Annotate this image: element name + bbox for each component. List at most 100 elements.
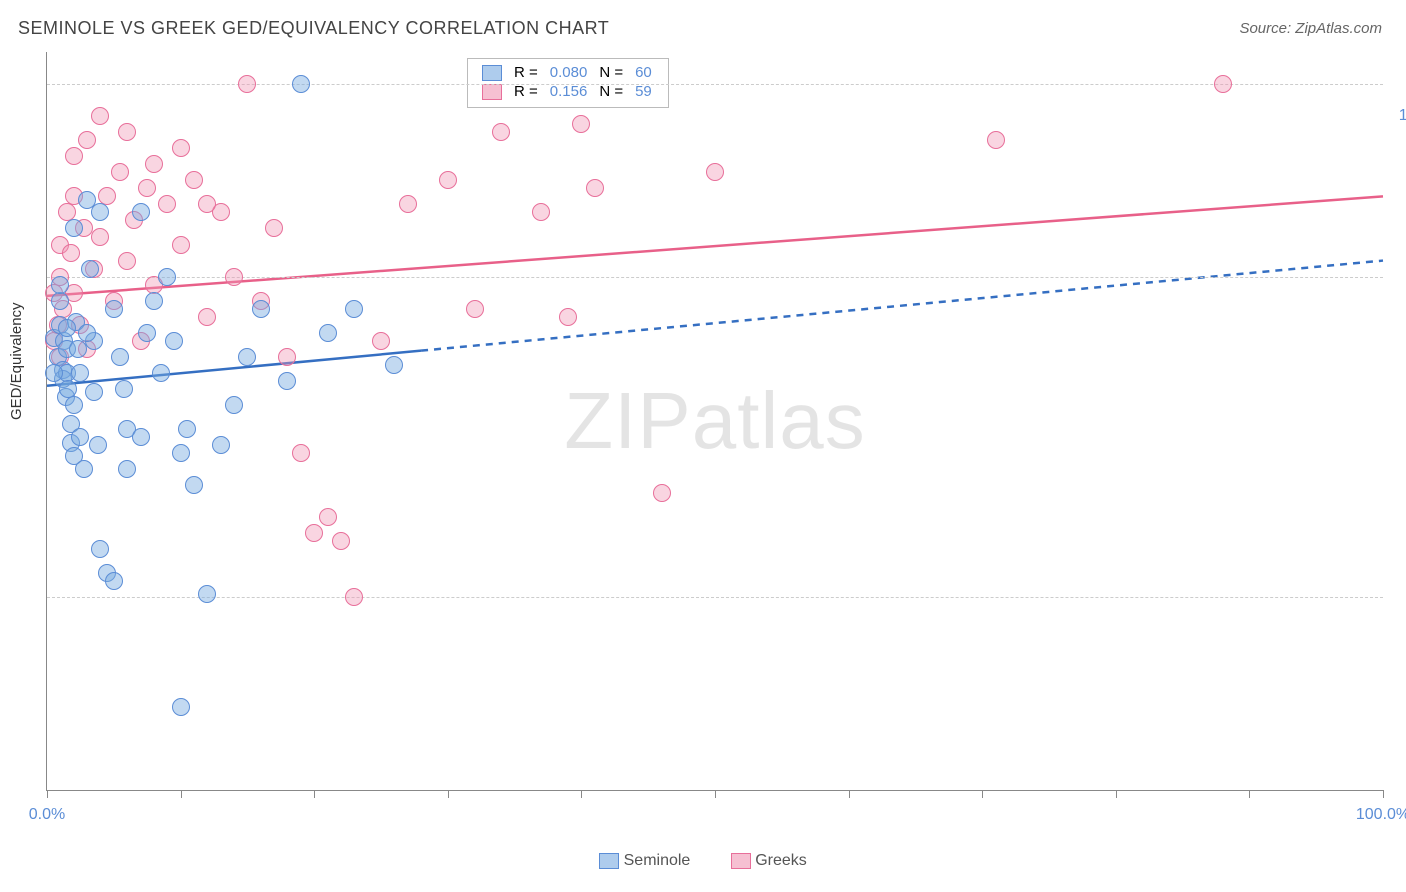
y-axis-label: GED/Equivalency — [8, 302, 25, 420]
data-point-greeks — [653, 484, 671, 502]
data-point-greeks — [586, 179, 604, 197]
data-point-greeks — [332, 532, 350, 550]
data-point-greeks — [172, 139, 190, 157]
swatch-blue-icon — [599, 853, 619, 869]
data-point-greeks — [138, 179, 156, 197]
data-point-seminole — [81, 260, 99, 278]
data-point-seminole — [138, 324, 156, 342]
data-point-greeks — [158, 195, 176, 213]
data-point-seminole — [225, 396, 243, 414]
data-point-seminole — [45, 364, 63, 382]
data-point-seminole — [71, 364, 89, 382]
data-point-seminole — [292, 75, 310, 93]
data-point-greeks — [439, 171, 457, 189]
x-tick — [581, 790, 582, 798]
data-point-seminole — [172, 444, 190, 462]
x-tick — [849, 790, 850, 798]
data-point-seminole — [105, 300, 123, 318]
x-tick — [448, 790, 449, 798]
data-point-greeks — [198, 195, 216, 213]
data-point-seminole — [145, 292, 163, 310]
footer-legend: Seminole Greeks — [0, 852, 1406, 870]
swatch-pink-icon — [482, 84, 502, 100]
x-tick — [715, 790, 716, 798]
data-point-seminole — [111, 348, 129, 366]
n-value: 60 — [629, 63, 658, 82]
data-point-greeks — [185, 171, 203, 189]
data-point-greeks — [466, 300, 484, 318]
data-point-greeks — [118, 252, 136, 270]
legend-item-greeks: Greeks — [731, 852, 807, 869]
n-label: N = — [593, 63, 629, 82]
x-tick — [314, 790, 315, 798]
data-point-seminole — [385, 356, 403, 374]
data-point-seminole — [345, 300, 363, 318]
data-point-greeks — [399, 195, 417, 213]
data-point-greeks — [319, 508, 337, 526]
data-point-greeks — [91, 107, 109, 125]
data-point-greeks — [62, 244, 80, 262]
data-point-seminole — [71, 428, 89, 446]
x-tick — [47, 790, 48, 798]
data-point-greeks — [172, 236, 190, 254]
watermark-atlas: atlas — [692, 376, 866, 465]
plot-area: ZIPatlas R =0.080N =60R =0.156N =59 70.0… — [46, 52, 1383, 791]
data-point-greeks — [145, 155, 163, 173]
x-tick-label: 100.0% — [1356, 806, 1406, 824]
data-point-seminole — [118, 460, 136, 478]
x-tick — [181, 790, 182, 798]
data-point-greeks — [1214, 75, 1232, 93]
watermark-zip: ZIP — [564, 376, 691, 465]
data-point-greeks — [78, 131, 96, 149]
data-point-seminole — [198, 585, 216, 603]
legend-item-seminole: Seminole — [599, 852, 695, 869]
data-point-seminole — [85, 383, 103, 401]
data-point-greeks — [118, 123, 136, 141]
r-value: 0.080 — [544, 63, 594, 82]
data-point-seminole — [238, 348, 256, 366]
x-tick — [982, 790, 983, 798]
data-point-greeks — [572, 115, 590, 133]
data-point-greeks — [265, 219, 283, 237]
data-point-seminole — [89, 436, 107, 454]
y-tick-label: 80.0% — [1393, 428, 1406, 446]
data-point-greeks — [559, 308, 577, 326]
data-point-greeks — [91, 228, 109, 246]
data-point-greeks — [706, 163, 724, 181]
data-point-seminole — [105, 572, 123, 590]
data-point-seminole — [58, 319, 76, 337]
legend-label-greeks: Greeks — [755, 852, 807, 869]
data-point-seminole — [78, 324, 96, 342]
y-tick-label: 90.0% — [1393, 268, 1406, 286]
data-point-seminole — [51, 292, 69, 310]
swatch-pink-icon — [731, 853, 751, 869]
data-point-greeks — [111, 163, 129, 181]
data-point-greeks — [198, 308, 216, 326]
data-point-seminole — [51, 276, 69, 294]
r-label: R = — [508, 63, 544, 82]
x-tick — [1383, 790, 1384, 798]
x-tick — [1249, 790, 1250, 798]
data-point-greeks — [292, 444, 310, 462]
data-point-seminole — [132, 428, 150, 446]
data-point-greeks — [238, 75, 256, 93]
source-attribution: Source: ZipAtlas.com — [1239, 20, 1382, 37]
data-point-seminole — [75, 460, 93, 478]
data-point-seminole — [132, 203, 150, 221]
data-point-greeks — [987, 131, 1005, 149]
data-point-seminole — [65, 219, 83, 237]
gridline — [47, 597, 1383, 598]
data-point-greeks — [372, 332, 390, 350]
data-point-seminole — [91, 540, 109, 558]
data-point-greeks — [532, 203, 550, 221]
data-point-seminole — [152, 364, 170, 382]
stat-legend: R =0.080N =60R =0.156N =59 — [467, 58, 669, 108]
data-point-seminole — [212, 436, 230, 454]
data-point-seminole — [91, 203, 109, 221]
data-point-seminole — [252, 300, 270, 318]
data-point-seminole — [65, 396, 83, 414]
data-point-seminole — [278, 372, 296, 390]
y-tick-label: 100.0% — [1393, 107, 1406, 125]
gridline — [47, 277, 1383, 278]
data-point-greeks — [305, 524, 323, 542]
